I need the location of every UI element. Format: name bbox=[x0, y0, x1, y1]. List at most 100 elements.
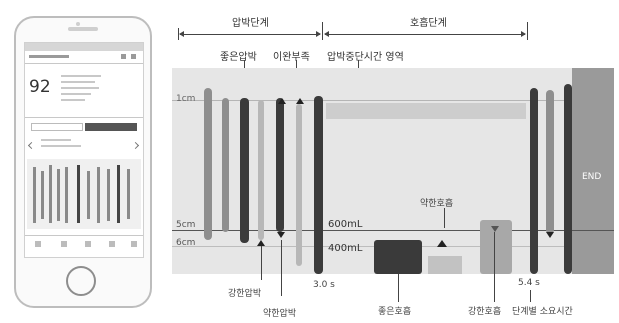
mini-bar bbox=[57, 169, 60, 221]
axis-600ml: 600mL bbox=[328, 219, 363, 230]
strong-breath-label: 강한호흡 bbox=[468, 307, 502, 317]
detail-line bbox=[41, 139, 71, 141]
arrow-left-icon bbox=[179, 31, 184, 37]
weak-breath-label: 약한호흡 bbox=[420, 199, 454, 209]
mini-bar bbox=[127, 169, 130, 219]
leader-line bbox=[261, 246, 262, 280]
screen-title bbox=[29, 55, 69, 58]
chevron-right-icon[interactable] bbox=[131, 141, 140, 150]
compression-arrow bbox=[180, 34, 320, 35]
detail-line bbox=[41, 145, 81, 147]
time-30s: 3.0 s bbox=[313, 280, 335, 290]
home-button[interactable] bbox=[66, 266, 96, 296]
good-compression-label: 좋은압박 bbox=[220, 52, 257, 63]
detail-line bbox=[61, 75, 101, 77]
menu-icon[interactable] bbox=[131, 54, 136, 59]
axis-5cm: 5cm bbox=[176, 220, 196, 230]
divider bbox=[25, 235, 143, 236]
detail-line bbox=[61, 81, 95, 83]
weak-breath-box bbox=[428, 256, 462, 274]
leader-line bbox=[398, 274, 399, 302]
leader-line bbox=[494, 232, 495, 302]
nav-icon[interactable] bbox=[35, 241, 41, 247]
nav-icon[interactable] bbox=[131, 241, 137, 247]
tab-a[interactable] bbox=[31, 123, 83, 131]
compression-bar bbox=[240, 98, 249, 243]
strong-compression-label: 강한압박 bbox=[228, 289, 262, 299]
axis-6cm: 6cm bbox=[176, 238, 196, 248]
compression-bar bbox=[546, 90, 554, 234]
triangle-down-icon bbox=[546, 232, 554, 238]
detail-line bbox=[61, 99, 85, 101]
good-breath-label: 좋은호흡 bbox=[378, 307, 412, 317]
detail-line bbox=[61, 93, 91, 95]
arrow-right-icon bbox=[521, 31, 526, 37]
end-panel bbox=[572, 68, 614, 274]
end-label: END bbox=[582, 172, 602, 182]
time-54s: 5.4 s bbox=[518, 278, 540, 288]
camera-icon bbox=[76, 22, 80, 26]
chevron-left-icon[interactable] bbox=[27, 141, 36, 150]
mini-bar bbox=[33, 167, 36, 223]
leader-line bbox=[530, 290, 531, 302]
incomplete-release-label: 이완부족 bbox=[273, 52, 310, 63]
edit-icon[interactable] bbox=[121, 54, 126, 59]
mini-bar bbox=[49, 165, 52, 223]
phase-tick bbox=[527, 22, 528, 40]
guide-1cm bbox=[172, 100, 572, 101]
pause-area-label: 압박중단시간 영역 bbox=[327, 52, 404, 63]
mini-bar bbox=[77, 165, 80, 223]
mini-bar bbox=[41, 171, 44, 219]
nav-icon[interactable] bbox=[109, 241, 115, 247]
score-value: 92 bbox=[29, 77, 51, 97]
phone-screen: 92 bbox=[24, 42, 144, 258]
compression-bar bbox=[258, 100, 264, 240]
phase-tick bbox=[178, 28, 179, 40]
triangle-up-icon bbox=[437, 240, 447, 247]
phone-mockup: 92 bbox=[14, 16, 152, 308]
leader-line bbox=[444, 208, 445, 228]
divider bbox=[25, 63, 143, 64]
triangle-down-icon bbox=[277, 232, 285, 238]
breathing-arrow bbox=[325, 34, 525, 35]
compression-bar bbox=[204, 88, 212, 240]
mini-bar bbox=[65, 167, 68, 223]
detail-line bbox=[61, 87, 99, 89]
compression-bar bbox=[222, 98, 229, 232]
triangle-up-icon bbox=[278, 98, 286, 104]
guide-5cm bbox=[172, 230, 614, 231]
guide-6cm bbox=[172, 246, 572, 247]
phase-tick bbox=[322, 22, 323, 40]
phase-time-label: 단계별 소요시간 bbox=[512, 307, 573, 317]
tab-b[interactable] bbox=[85, 123, 137, 131]
compression-bar bbox=[530, 88, 538, 274]
triangle-up-icon bbox=[296, 98, 304, 104]
mini-chart bbox=[27, 159, 141, 229]
arrow-left-icon bbox=[324, 31, 329, 37]
axis-400ml: 400mL bbox=[328, 243, 363, 254]
chart-panel bbox=[172, 68, 572, 274]
compression-bar bbox=[276, 98, 284, 232]
weak-compression-label: 약한압박 bbox=[263, 309, 297, 319]
arrow-right-icon bbox=[316, 31, 321, 37]
compression-bar bbox=[314, 96, 323, 274]
axis-1cm: 1cm bbox=[176, 94, 196, 104]
compression-bar bbox=[296, 104, 302, 266]
breathing-phase-label: 호흡단계 bbox=[410, 18, 447, 29]
mini-bar bbox=[107, 169, 110, 221]
mini-bar bbox=[97, 167, 100, 223]
triangle-up-icon bbox=[257, 240, 265, 246]
pause-band bbox=[326, 103, 526, 119]
nav-icon[interactable] bbox=[85, 241, 91, 247]
compression-bar bbox=[564, 84, 572, 274]
speaker-icon bbox=[68, 27, 98, 31]
status-bar bbox=[25, 43, 143, 51]
compression-phase-label: 압박단계 bbox=[232, 18, 269, 29]
triangle-down-icon bbox=[491, 226, 499, 232]
good-breath-box bbox=[374, 240, 422, 274]
mini-bar bbox=[87, 171, 90, 219]
nav-icon[interactable] bbox=[61, 241, 67, 247]
mini-bar bbox=[117, 165, 120, 223]
divider bbox=[25, 117, 143, 118]
leader-line bbox=[281, 240, 282, 296]
